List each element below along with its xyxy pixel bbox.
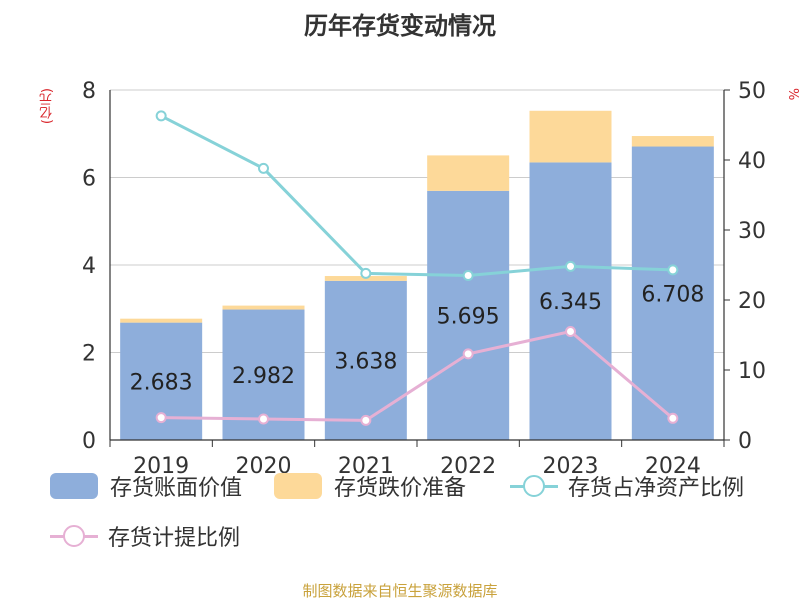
left-tick-label-0: 0: [82, 429, 96, 454]
legend-item-book-value[interactable]: 存货账面价值: [50, 470, 242, 502]
line-point-0-2022: [462, 270, 474, 281]
bar-provision-2022: [427, 155, 510, 191]
x-tick-label-2019: 2019: [133, 454, 189, 479]
bar-provision-2019: [120, 318, 203, 323]
right-tick-label-2: 20: [738, 289, 766, 314]
x-tick-label-2024: 2024: [645, 454, 701, 479]
right-tick-label-4: 40: [738, 149, 766, 174]
left-tick-label-1: 2: [82, 342, 96, 367]
line-point-1-2020: [258, 413, 269, 425]
legend-label-net-asset-ratio: 存货占净资产比例: [568, 476, 745, 501]
line-point-0-2021: [360, 267, 372, 279]
bar-provision-2020: [222, 305, 305, 310]
bar-book-value-2022: [427, 190, 510, 440]
right-tick-label-1: 10: [738, 359, 766, 384]
x-tick-label-2021: 2021: [338, 454, 394, 479]
data-label-2021: 3.638: [334, 349, 397, 374]
legend-item-provision[interactable]: 存货跌价准备: [274, 470, 466, 502]
bar-book-value-2024: [631, 146, 714, 440]
legend-swatch-provision-ratio: [50, 523, 98, 549]
x-tick-label-2023: 2023: [543, 454, 599, 479]
source-footer: 制图数据来自恒生聚源数据库: [302, 582, 498, 600]
chart-title: 历年存货变动情况: [304, 12, 496, 40]
data-label-2023: 6.345: [539, 290, 602, 315]
left-tick-label-3: 6: [82, 167, 96, 192]
legend-swatch-net-asset-ratio: [510, 473, 558, 499]
line-point-1-2022: [462, 348, 474, 360]
left-tick-label-4: 8: [82, 79, 96, 104]
right-tick-label-5: 50: [738, 79, 766, 104]
line-series-1: [161, 329, 674, 422]
right-axis-unit: %: [785, 88, 800, 101]
line-point-0-2019: [155, 110, 167, 122]
line-point-1-2021: [360, 414, 372, 426]
bar-provision-2023: [529, 110, 612, 163]
data-label-2020: 2.982: [232, 364, 295, 389]
legend-item-net-asset-ratio[interactable]: 存货占净资产比例: [510, 470, 744, 502]
legend-label-provision-ratio: 存货计提比例: [108, 526, 241, 551]
bar-book-value-2021: [324, 280, 407, 440]
line-point-1-2023: [565, 326, 576, 337]
line-point-1-2024: [667, 412, 679, 424]
data-label-2024: 6.708: [641, 282, 704, 307]
left-tick-label-2: 4: [82, 254, 96, 279]
legend-item-provision-ratio[interactable]: 存货计提比例: [50, 520, 240, 552]
legend-label-provision: 存货跌价准备: [334, 476, 467, 501]
line-point-1-2019: [155, 412, 167, 424]
line-point-0-2024: [667, 264, 679, 276]
x-tick-label-2022: 2022: [440, 454, 496, 479]
line-point-0-2023: [565, 260, 576, 272]
line-series-0: [160, 114, 673, 278]
data-label-2019: 2.683: [130, 370, 193, 395]
legend-swatch-provision: [274, 473, 322, 499]
line-point-0-2020: [258, 162, 269, 174]
legend-swatch-book-value: [50, 473, 98, 499]
bar-provision-2024: [631, 136, 714, 147]
right-tick-label-3: 30: [738, 219, 766, 244]
legend-label-book-value: 存货账面价值: [110, 476, 243, 501]
bar-book-value-2023: [529, 162, 612, 440]
data-label-2022: 5.695: [437, 304, 500, 329]
right-tick-label-0: 0: [738, 429, 752, 454]
